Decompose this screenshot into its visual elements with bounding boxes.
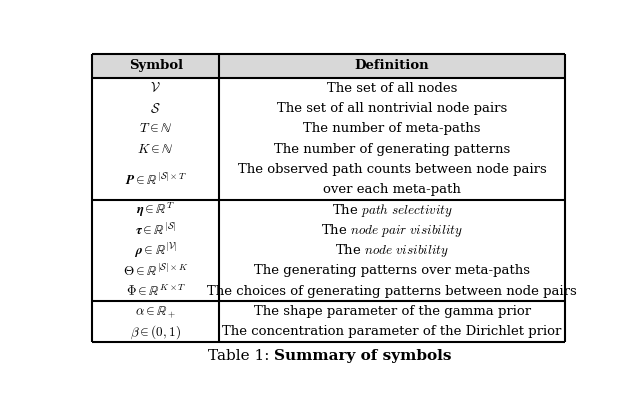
Text: The set of all nontrivial node pairs: The set of all nontrivial node pairs (277, 102, 508, 115)
Text: $\boldsymbol{\tau} \in \mathbb{R}^{|\mathcal{S}|}$: $\boldsymbol{\tau} \in \mathbb{R}^{|\mat… (135, 223, 177, 238)
Text: $\Theta \in \mathbb{R}^{|\mathcal{S}|\times K}$: $\Theta \in \mathbb{R}^{|\mathcal{S}|\ti… (123, 263, 189, 279)
Bar (92, 322, 565, 342)
Bar (92, 139, 565, 159)
Text: The $\mathit{path\ selectivity}$: The $\mathit{path\ selectivity}$ (332, 202, 452, 218)
Text: The generating patterns over meta-paths: The generating patterns over meta-paths (254, 265, 530, 277)
Text: $\boldsymbol{\rho} \in \mathbb{R}^{|\mathcal{V}|}$: $\boldsymbol{\rho} \in \mathbb{R}^{|\mat… (134, 241, 177, 260)
Text: $\mathcal{V}$: $\mathcal{V}$ (150, 82, 161, 95)
Text: The concentration parameter of the Dirichlet prior: The concentration parameter of the Diric… (222, 325, 562, 338)
Text: $\boldsymbol{P} \in \mathbb{R}^{|\mathcal{S}|\times T}$: $\boldsymbol{P} \in \mathbb{R}^{|\mathca… (125, 172, 187, 188)
Text: The $\mathit{node\ visibility}$: The $\mathit{node\ visibility}$ (335, 242, 449, 259)
Bar (92, 220, 565, 240)
Text: over each meta-path: over each meta-path (323, 183, 461, 196)
Bar (92, 99, 565, 119)
Text: The shape parameter of the gamma prior: The shape parameter of the gamma prior (253, 305, 531, 318)
Text: $\Phi \in \mathbb{R}^{K\times T}$: $\Phi \in \mathbb{R}^{K\times T}$ (125, 284, 186, 299)
Bar (92, 281, 565, 302)
Text: The $\mathit{node\ pair\ visibility}$: The $\mathit{node\ pair\ visibility}$ (321, 222, 463, 239)
Text: $\boldsymbol{\eta} \in \mathbb{R}^{T}$: $\boldsymbol{\eta} \in \mathbb{R}^{T}$ (136, 201, 175, 219)
Text: $\mathcal{S}$: $\mathcal{S}$ (150, 102, 161, 116)
Text: The observed path counts between node pairs: The observed path counts between node pa… (237, 163, 547, 176)
Text: $K \in \mathbb{N}$: $K \in \mathbb{N}$ (138, 143, 174, 156)
Bar (92, 302, 565, 322)
Text: $T \in \mathbb{N}$: $T \in \mathbb{N}$ (139, 122, 172, 135)
Text: The number of generating patterns: The number of generating patterns (274, 143, 510, 156)
Bar (92, 54, 565, 78)
Bar (92, 78, 565, 99)
Bar (92, 240, 565, 261)
Bar (92, 200, 565, 220)
Text: Summary of symbols: Summary of symbols (274, 349, 451, 363)
Bar (92, 119, 565, 139)
Text: $\beta \in (0, 1)$: $\beta \in (0, 1)$ (130, 323, 181, 341)
Text: The number of meta-paths: The number of meta-paths (303, 122, 481, 135)
Text: Symbol: Symbol (129, 59, 183, 72)
Text: $\alpha \in \mathbb{R}_+$: $\alpha \in \mathbb{R}_+$ (135, 304, 177, 319)
Text: The choices of generating patterns between node pairs: The choices of generating patterns betwe… (207, 285, 577, 298)
Bar (92, 159, 565, 200)
Bar (92, 261, 565, 281)
Text: The set of all nodes: The set of all nodes (327, 82, 457, 95)
Text: Table 1:: Table 1: (207, 349, 274, 363)
Text: Definition: Definition (355, 59, 429, 72)
